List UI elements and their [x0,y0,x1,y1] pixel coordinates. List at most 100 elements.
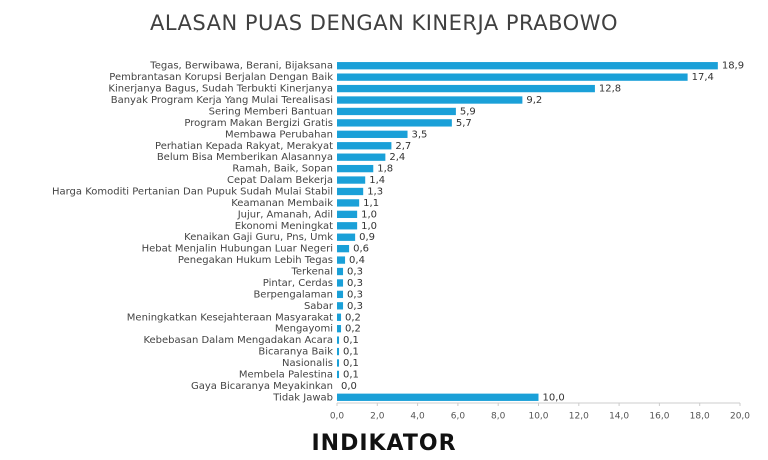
category-label: Sabar [304,301,334,312]
category-label: Jujur, Amanah, Adil [237,209,333,220]
value-label: 5,9 [460,106,476,117]
bar [337,313,342,321]
x-tick-label: 4,0 [410,412,425,422]
x-tick-label: 14,0 [609,412,629,422]
category-label: Membawa Perubahan [225,129,333,140]
category-label: Membela Palestina [239,369,333,380]
x-tick-label: 8,0 [491,412,506,422]
category-label: Pembrantasan Korupsi Berjalan Dengan Bai… [109,72,333,83]
category-label: Nasionalis [282,358,333,369]
category-label: Program Makan Bergizi Gratis [184,118,333,129]
category-label: Ramah, Baik, Sopan [232,164,333,175]
bar [337,267,344,276]
bar [337,244,350,253]
x-tick-label: 10,0 [528,412,548,422]
x-tick-label: 20,0 [730,412,750,422]
value-label: 1,0 [361,209,377,220]
value-label: 0,3 [347,267,363,278]
value-label: 3,5 [412,129,428,140]
value-label: 1,0 [361,221,377,232]
chart-title: ALASAN PUAS DENGAN KINERJA PRABOWO [150,11,618,35]
bar [337,256,346,264]
bar [337,393,539,401]
value-label: 2,7 [395,141,411,152]
value-label: 1,1 [363,198,379,209]
value-label: 0,3 [347,289,363,300]
category-label: Terkenal [290,267,333,278]
bar [337,119,452,127]
value-label: 18,9 [722,61,744,72]
category-label: Perhatian Kepada Rakyat, Merakyat [155,141,333,152]
category-label: Berpengalaman [253,289,333,300]
category-label: Banyak Program Kerja Yang Mulai Terealis… [111,95,333,106]
bar [337,187,364,196]
bar [337,290,344,299]
x-tick-label: 6,0 [451,412,466,422]
bar [337,359,340,367]
value-label: 5,7 [456,118,472,129]
category-label: Sering Memberi Bantuan [209,106,333,117]
category-label: Keamanan Membaik [231,198,333,209]
bar [337,84,595,93]
x-tick-label: 0,0 [330,412,345,422]
value-label: 0,0 [341,381,357,392]
value-label: 0,1 [343,335,359,346]
value-label: 2,4 [389,152,405,163]
bar [337,210,358,219]
category-label: Kinerjanya Bagus, Sudah Terbukti Kinerja… [108,84,333,95]
category-label: Belum Bisa Memberikan Alasannya [157,152,333,163]
bar [337,325,342,333]
value-label: 1,4 [369,175,385,186]
value-label: 0,1 [343,369,359,380]
bar [337,73,688,81]
bar [337,176,366,184]
bar [337,62,718,70]
value-label: 1,3 [367,186,383,197]
value-label: 0,9 [359,232,375,243]
bar [337,370,340,379]
bar [337,347,340,356]
category-label: Ekonomi Meningkat [235,221,333,232]
x-tick-label: 2,0 [370,412,385,422]
category-label: Meningkatkan Kesejahteraan Masyarakat [127,312,333,323]
bar [337,153,386,161]
bar [337,107,456,116]
bar [337,233,356,241]
category-label: Bicaranya Baik [258,347,333,358]
category-label: Penegakan Hukum Lebih Tegas [178,255,333,266]
category-label: Harga Komoditi Pertanian Dan Pupuk Sudah… [52,186,333,197]
value-label: 0,3 [347,278,363,289]
bar [337,336,340,344]
bar [337,199,360,207]
bar [337,164,374,173]
category-label: Mengayomi [275,324,333,335]
value-label: 0,3 [347,301,363,312]
value-label: 0,4 [349,255,365,266]
x-tick-label: 12,0 [569,412,589,422]
bar [337,130,408,138]
category-label: Cepat Dalam Bekerja [227,175,333,186]
value-label: 10,0 [543,392,565,403]
bar [337,142,392,150]
bar [337,279,344,287]
value-label: 9,2 [526,95,542,106]
category-label: Tidak Jawab [272,392,333,403]
category-label: Kenaikan Gaji Guru, Pns, Umk [184,232,333,243]
category-label: Pintar, Cerdas [263,278,333,289]
bar [337,96,523,104]
value-label: 0,1 [343,358,359,369]
value-label: 0,1 [343,347,359,358]
value-label: 17,4 [692,72,714,83]
value-label: 0,2 [345,324,361,335]
category-label: Kebebasan Dalam Mengadakan Acara [143,335,333,346]
value-label: 1,8 [377,164,393,175]
bar [337,222,358,230]
x-tick-label: 16,0 [649,412,669,422]
value-label: 12,8 [599,84,621,95]
category-label: Tegas, Berwibawa, Berani, Bijaksana [149,61,333,72]
value-label: 0,6 [353,244,369,255]
x-tick-label: 18,0 [690,412,710,422]
category-label: Hebat Menjalin Hubungan Luar Negeri [142,244,333,255]
category-label: Gaya Bicaranya Meyakinkan [191,381,333,392]
